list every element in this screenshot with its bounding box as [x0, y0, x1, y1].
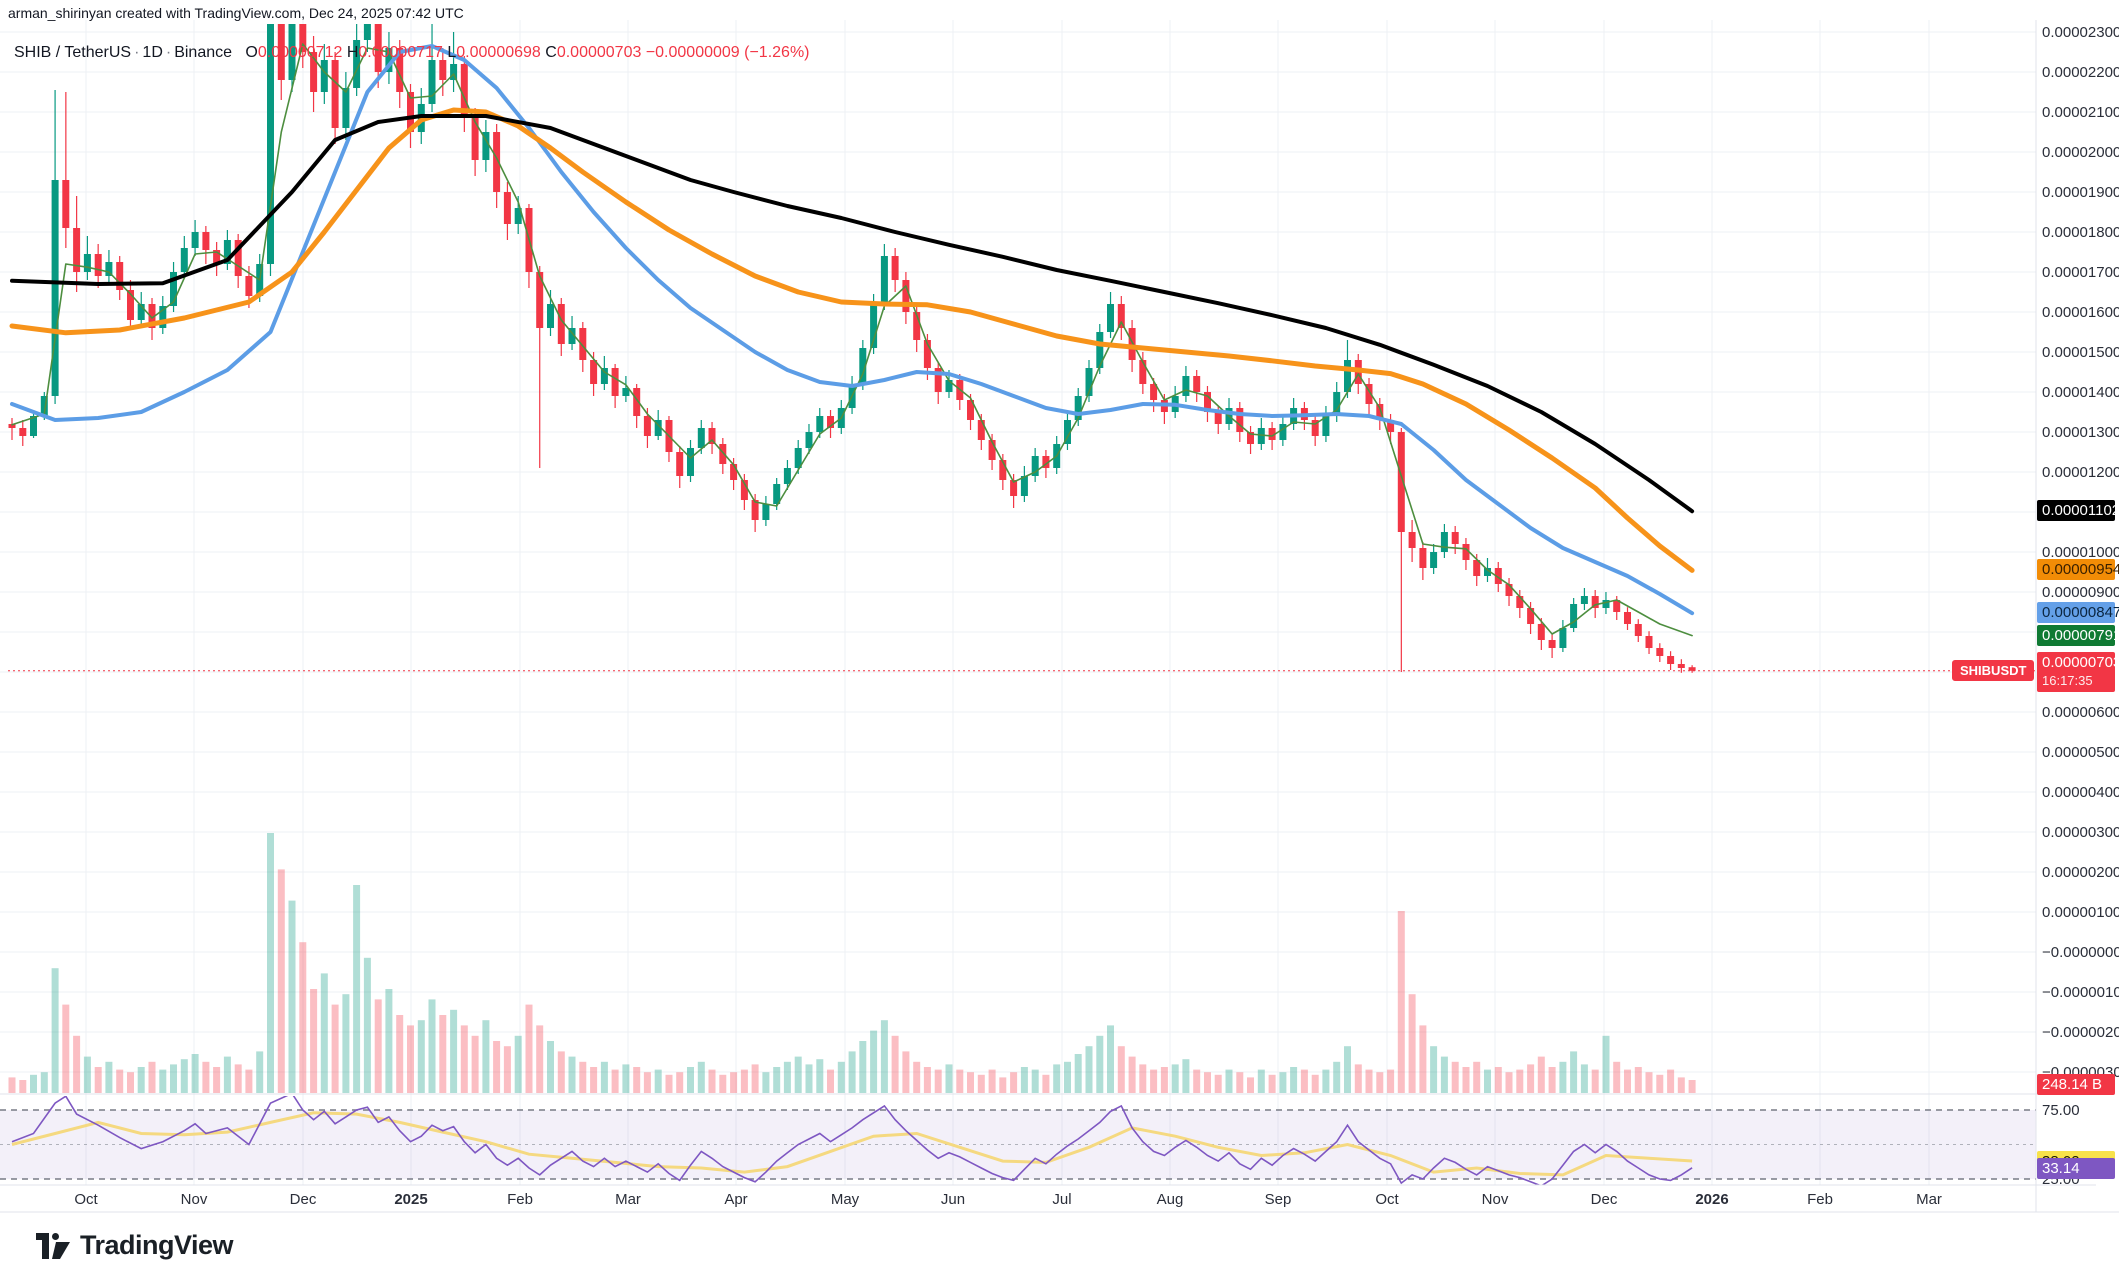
- price-axis-label: 0.00001200: [2042, 464, 2119, 481]
- time-axis-label: 2025: [394, 1191, 428, 1208]
- price-axis-label: 0.00000600: [2042, 704, 2119, 721]
- time-axis-label: May: [830, 1191, 860, 1208]
- ma-50-blue: [10, 44, 1695, 616]
- time-axis-label: 2026: [1695, 1191, 1729, 1208]
- rsi-pane: [0, 1109, 2036, 1180]
- time-axis-label: Apr: [724, 1191, 748, 1208]
- last-price-value: 0.00000703: [2042, 653, 2119, 671]
- ohlc-open-key: O: [245, 44, 258, 61]
- time-axis-label: Jun: [940, 1191, 966, 1208]
- time-axis-label: Feb: [507, 1191, 533, 1208]
- price-axis-label: 0.00002300: [2042, 24, 2119, 41]
- price-axis-label: 0.00001300: [2042, 424, 2119, 441]
- price-axis-label: 0.00001700: [2042, 264, 2119, 281]
- time-axis-label: Nov: [180, 1191, 208, 1208]
- price-axis-label: 0.00002200: [2042, 64, 2119, 81]
- ma-200-black: [10, 114, 1695, 514]
- price-axis-label: −0.00000100: [2042, 984, 2119, 1001]
- interval-label[interactable]: 1D: [142, 44, 163, 61]
- price-axis-label: 0.00000400: [2042, 784, 2119, 801]
- ohlc-open-value: 0.00000712: [257, 44, 343, 61]
- time-axis-label: Dec: [289, 1191, 317, 1208]
- time-axis-label: Oct: [74, 1191, 98, 1208]
- ma-orange-badge: 0.00000954: [2037, 559, 2119, 581]
- rsi-ma-line: [11, 1111, 1693, 1177]
- rsi-badge: 33.14: [2037, 1157, 2115, 1179]
- volume-badge: 248.14 B: [2037, 1074, 2115, 1095]
- ohlc-high-value: 0.00000717: [358, 44, 443, 61]
- price-axis-label: 0.00001900: [2042, 184, 2119, 201]
- exchange-label: Binance: [174, 44, 233, 61]
- volume-bars: [8, 833, 1696, 1093]
- time-axis-label: Nov: [1481, 1191, 1509, 1208]
- ohlc-high-key: H: [346, 44, 359, 61]
- last-price-badge: 0.00000703 16:17:35: [2037, 651, 2119, 692]
- price-axis-label: 0.00000100: [2042, 904, 2119, 921]
- last-price-symbol-label: SHIBUSDT: [1952, 659, 2035, 681]
- price-axis-label: 0.00000900: [2042, 584, 2119, 601]
- price-axis-label: 0.00001500: [2042, 344, 2119, 361]
- credit-line: arman_shirinyan created with TradingView…: [8, 5, 464, 21]
- candlesticks: [8, 24, 1696, 673]
- grid-lines: [0, 20, 2036, 1185]
- tradingview-logo-icon: [36, 1232, 70, 1259]
- symbol-name[interactable]: SHIB / TetherUS: [14, 44, 132, 61]
- time-axis-label: Mar: [1916, 1191, 1942, 1208]
- ohlc-low-value: 0.00000698: [456, 44, 541, 61]
- price-axis-label: 0.00002100: [2042, 104, 2119, 121]
- ohlc-low-key: L: [447, 44, 457, 61]
- bar-countdown: 16:17:35: [2042, 672, 2093, 688]
- price-axis-label: 0.00001000: [2042, 544, 2119, 561]
- ma-100-orange: [9, 107, 1695, 573]
- time-axis-label: Aug: [1156, 1191, 1184, 1208]
- change-value: −0.00000009 (−1.26%): [645, 44, 810, 61]
- price-axis-label: −0.00000000: [2042, 944, 2119, 961]
- time-axis-label: Mar: [615, 1191, 641, 1208]
- ma-black-badge: 0.00001102: [2037, 500, 2119, 522]
- ma-blue-badge: 0.00000847: [2037, 602, 2119, 624]
- tradingview-logo[interactable]: TradingView: [36, 1230, 234, 1261]
- ma-fast-green: [11, 43, 1693, 637]
- time-axis-label: Dec: [1590, 1191, 1618, 1208]
- price-axis-label: 0.00000200: [2042, 864, 2119, 881]
- time-axis-label: Sep: [1264, 1191, 1292, 1208]
- pane-separators: [0, 20, 2119, 1213]
- price-axis-label: 0.00000500: [2042, 744, 2119, 761]
- price-axis-label: −0.00000200: [2042, 1024, 2119, 1041]
- tradingview-logo-text: TradingView: [80, 1230, 234, 1260]
- price-axis-label: 0.00001600: [2042, 304, 2119, 321]
- symbol-info-bar[interactable]: SHIB / TetherUS · 1D · Binance O0.00000712 H…: [14, 44, 810, 61]
- ma-green-badge: 0.00000791: [2037, 624, 2119, 646]
- price-axis-label: 0.00000300: [2042, 824, 2119, 841]
- price-axis-label: 0.00002000: [2042, 144, 2119, 161]
- time-axis-label: Jul: [1052, 1191, 1072, 1208]
- time-axis-label: Oct: [1375, 1191, 1399, 1208]
- price-axis-label: 0.00001800: [2042, 224, 2119, 241]
- price-axis-label: 0.00001400: [2042, 384, 2119, 401]
- rsi-line: [11, 1096, 1693, 1185]
- ohlc-close-key: C: [545, 44, 557, 61]
- rsi-level-label: 75.00: [2042, 1102, 2080, 1119]
- ohlc-close-value: 0.00000703: [556, 44, 642, 61]
- time-axis-label: Feb: [1807, 1191, 1833, 1208]
